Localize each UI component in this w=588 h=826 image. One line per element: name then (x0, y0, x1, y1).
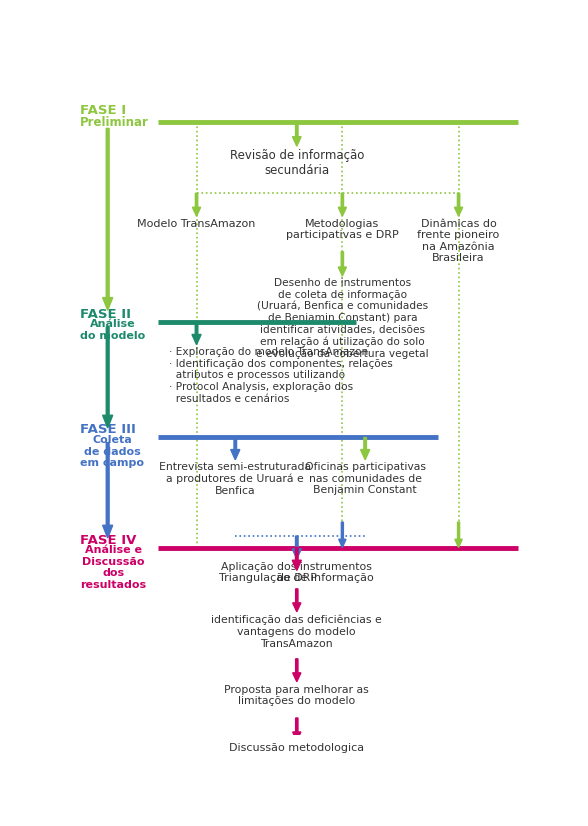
FancyArrow shape (293, 659, 301, 681)
Text: Discussão metodologica: Discussão metodologica (229, 743, 365, 753)
Text: FASE I: FASE I (81, 104, 126, 117)
FancyArrow shape (293, 589, 301, 612)
Text: Análise e
Discussão
dos
resultados: Análise e Discussão dos resultados (81, 545, 146, 590)
Text: Análise
do modelo: Análise do modelo (81, 319, 146, 341)
Text: Coleta
de dados
em campo: Coleta de dados em campo (81, 435, 144, 468)
FancyArrow shape (103, 327, 113, 428)
FancyArrow shape (292, 122, 301, 146)
Text: Desenho de instrumentos
de coleta de informação
(Uruará, Benfica e comunidades
d: Desenho de instrumentos de coleta de inf… (256, 278, 429, 358)
FancyArrow shape (103, 443, 113, 538)
FancyArrow shape (455, 522, 462, 548)
Text: Dinâmicas do
frente pioneiro
na Amazônia
Brasileira: Dinâmicas do frente pioneiro na Amazônia… (417, 219, 500, 263)
Text: Modelo TransAmazon: Modelo TransAmazon (138, 219, 256, 229)
FancyArrow shape (192, 193, 201, 216)
FancyArrow shape (339, 522, 346, 548)
FancyArrow shape (338, 252, 346, 276)
Text: · Exploração do modelo TransAmazon
· Identificação dos componentes, relações
  a: · Exploração do modelo TransAmazon · Ide… (169, 347, 393, 404)
FancyArrow shape (292, 548, 302, 571)
Text: Aplicação dos instrumentos
de DRP: Aplicação dos instrumentos de DRP (221, 562, 372, 583)
FancyArrow shape (192, 321, 201, 344)
Text: Preliminar: Preliminar (81, 116, 149, 129)
Text: FASE II: FASE II (81, 308, 131, 320)
Text: Revisão de informação
secundária: Revisão de informação secundária (229, 149, 364, 177)
FancyArrow shape (293, 718, 301, 741)
Text: Metodologias
participativas e DRP: Metodologias participativas e DRP (286, 219, 399, 240)
Text: Triangulação de informação: Triangulação de informação (219, 573, 374, 583)
FancyArrow shape (360, 438, 370, 460)
FancyArrow shape (230, 438, 240, 460)
Text: Proposta para melhorar as
limitações do modelo: Proposta para melhorar as limitações do … (225, 685, 369, 706)
Text: Entrevista semi-estruturada
a produtores de Uruará e
Benfica: Entrevista semi-estruturada a produtores… (159, 463, 311, 496)
FancyArrow shape (338, 193, 346, 216)
Text: FASE III: FASE III (81, 424, 136, 436)
FancyArrow shape (292, 536, 302, 559)
Text: FASE IV: FASE IV (81, 534, 137, 547)
FancyArrow shape (103, 128, 113, 311)
Text: Oficinas participativas
nas comunidades de
Benjamin Constant: Oficinas participativas nas comunidades … (305, 463, 426, 496)
Text: identificação das deficiências e
vantagens do modelo
TransAmazon: identificação das deficiências e vantage… (212, 615, 382, 648)
FancyArrow shape (455, 193, 463, 216)
